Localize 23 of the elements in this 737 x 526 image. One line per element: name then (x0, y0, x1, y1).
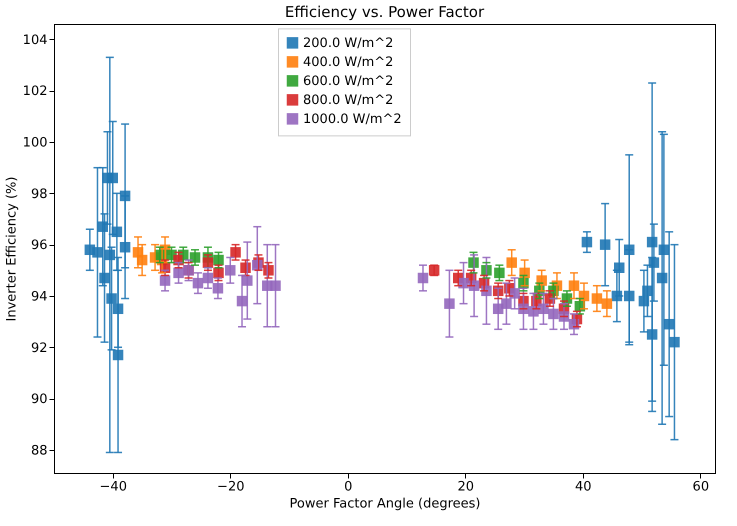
chart-title: Efficiency vs. Power Factor (284, 3, 485, 21)
x-axis-title: Power Factor Angle (degrees) (290, 496, 480, 512)
y-tick-label: 88 (30, 443, 48, 458)
x-tick-label: 40 (575, 480, 592, 494)
y-tick-label: 90 (30, 392, 48, 408)
x-tick-label: −40 (100, 480, 127, 494)
legend-label: 1000.0 W/m^2 (303, 112, 402, 127)
y-tick-label: 102 (22, 84, 48, 100)
legend-label: 200.0 W/m^2 (303, 36, 394, 51)
y-tick-label: 104 (22, 32, 48, 48)
y-tick-label: 92 (30, 340, 48, 356)
x-tick-label: −20 (217, 480, 244, 494)
legend-label: 600.0 W/m^2 (303, 74, 394, 89)
x-tick-label: 20 (458, 480, 474, 494)
x-tick-label: 60 (692, 480, 710, 494)
y-tick-label: 94 (30, 289, 48, 304)
legend-label: 800.0 W/m^2 (303, 92, 394, 108)
legend-label: 400.0 W/m^2 (303, 54, 394, 70)
y-tick-label: 98 (30, 186, 48, 202)
y-tick-label: 100 (22, 136, 48, 151)
y-tick-label: 96 (30, 238, 48, 254)
x-tick-label: 0 (344, 480, 352, 494)
y-axis-title: Inverter Efficiency (%) (4, 176, 20, 322)
